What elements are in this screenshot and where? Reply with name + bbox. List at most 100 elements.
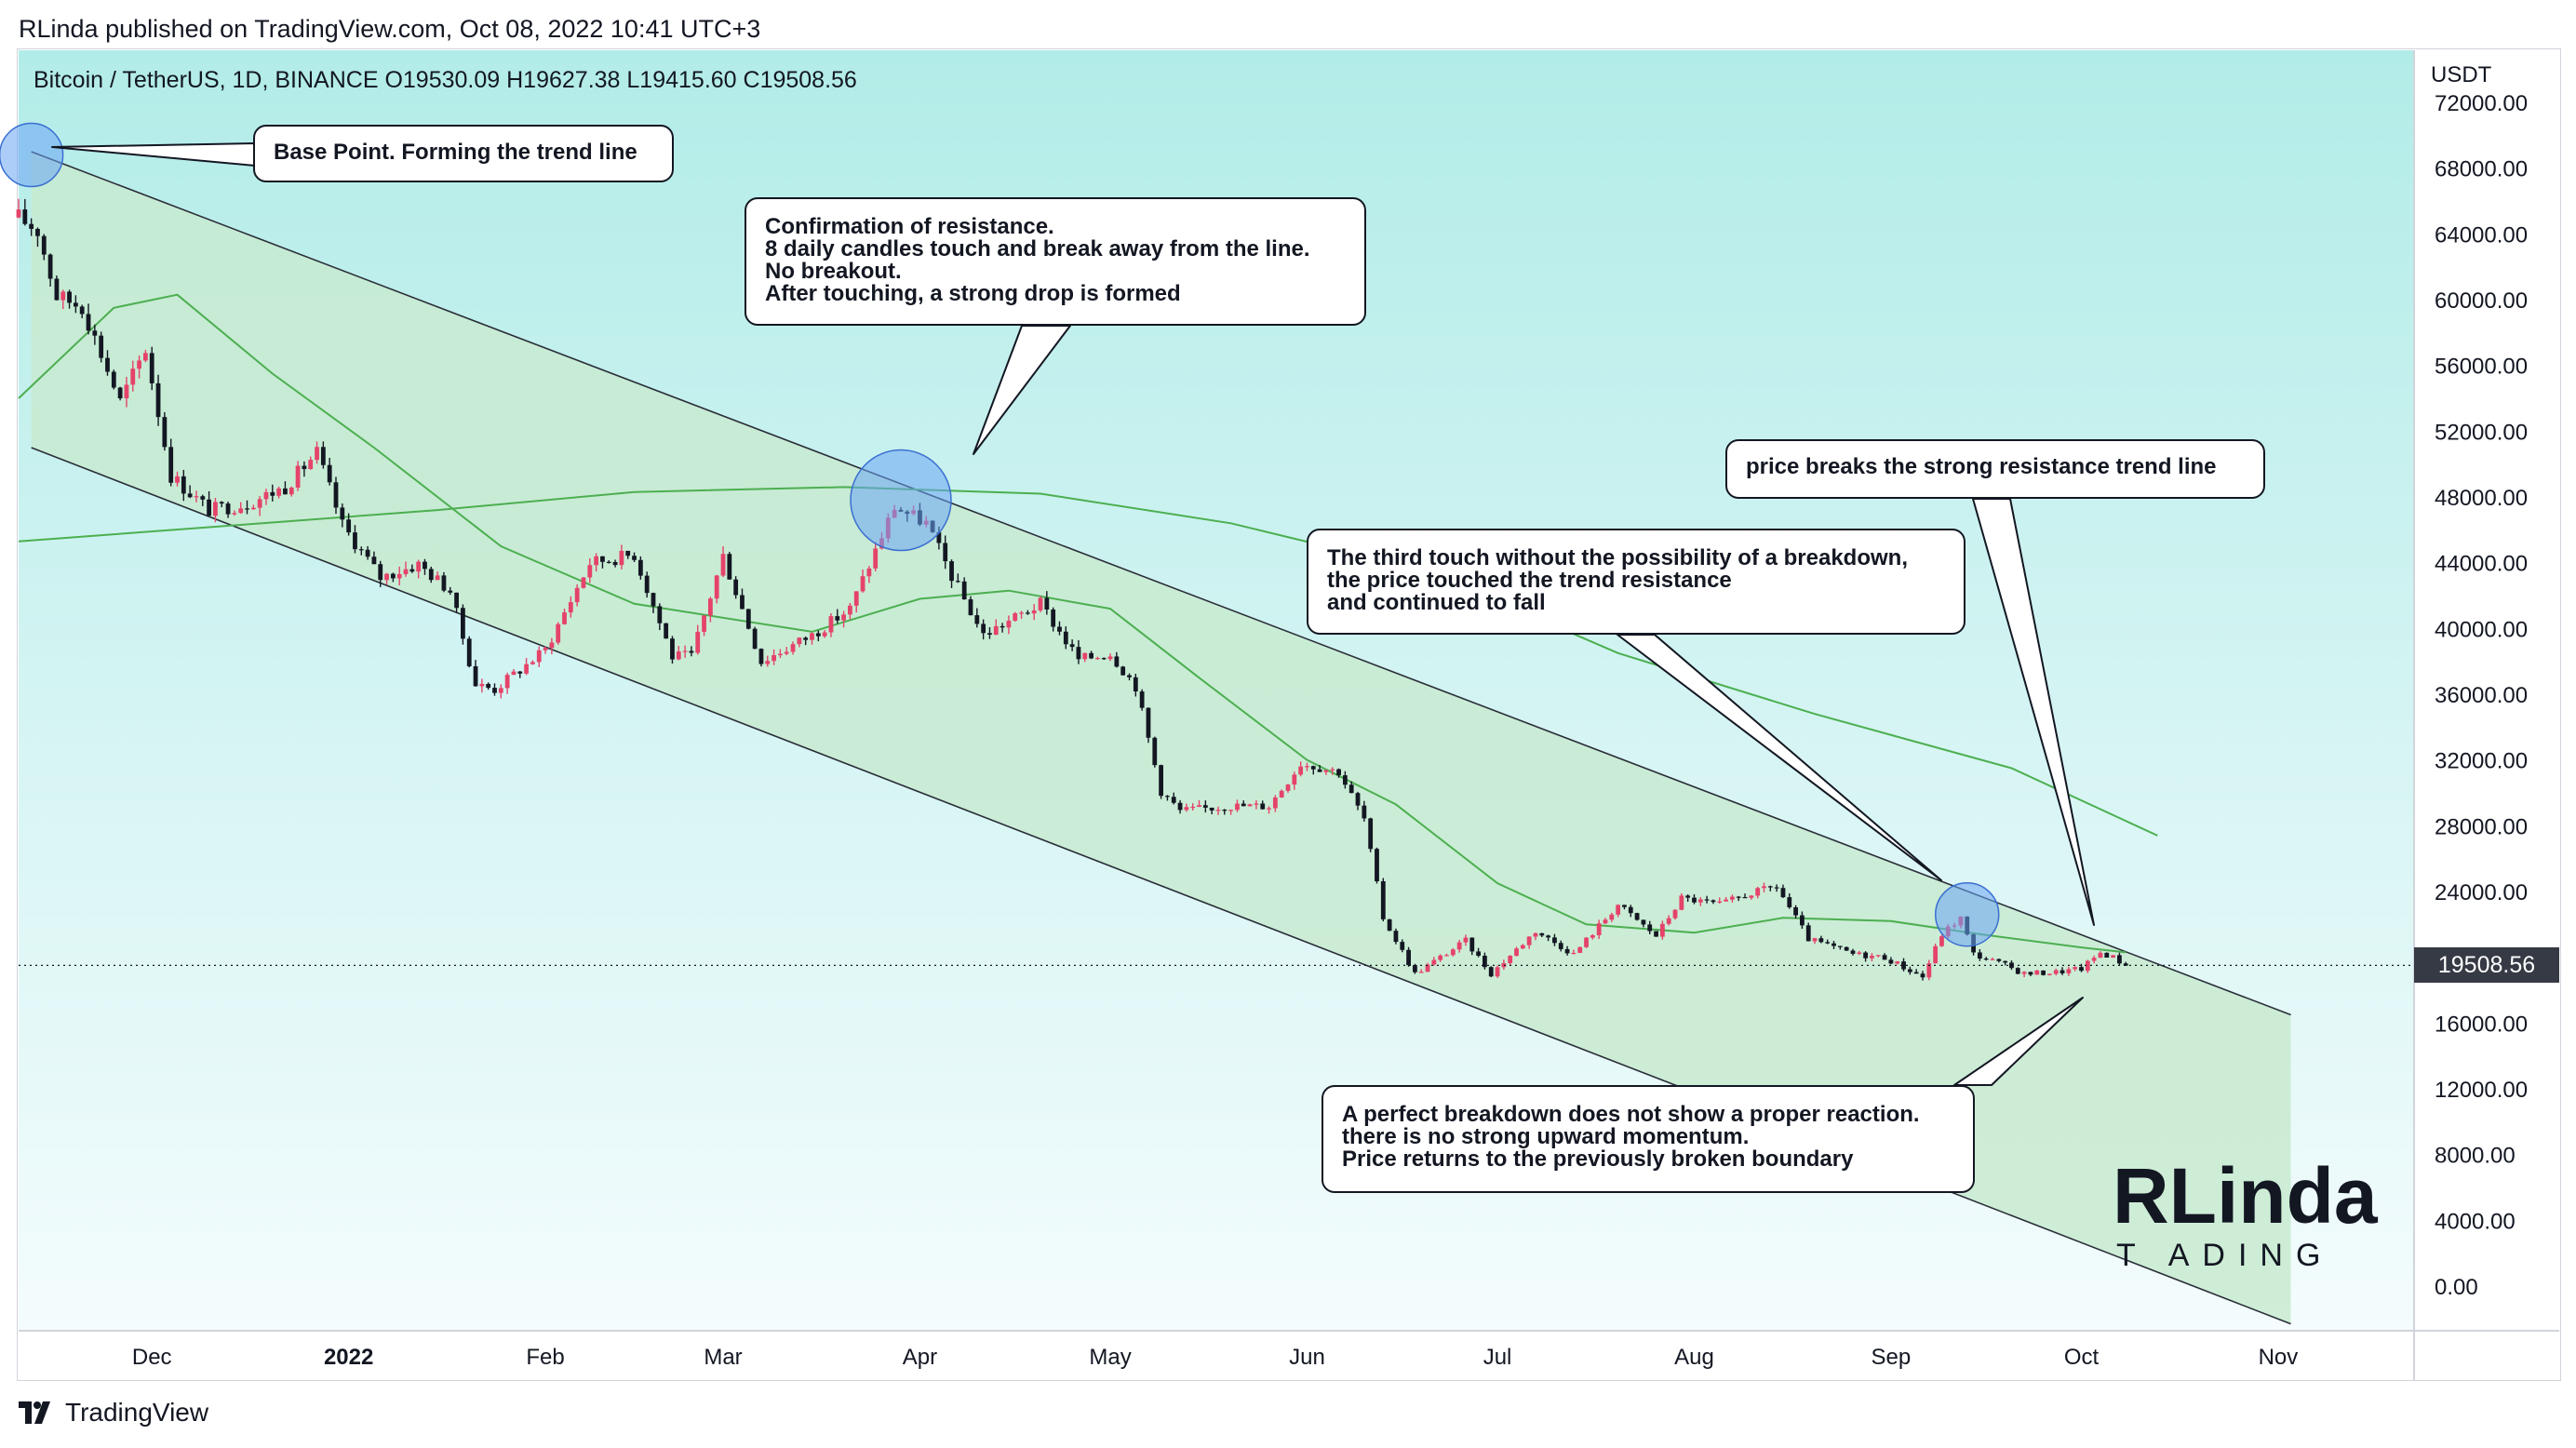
candle-body: [2034, 970, 2040, 975]
candle-body: [1539, 932, 1545, 936]
candle-body: [1749, 895, 1754, 898]
candle-body: [423, 561, 427, 570]
y-tick-label: 60000.00: [2435, 288, 2528, 314]
candle-body: [765, 661, 771, 664]
y-tick-label: 8000.00: [2435, 1144, 2516, 1169]
candle-body: [784, 651, 789, 654]
candle-body: [1298, 766, 1304, 775]
candle-body: [1342, 775, 1348, 785]
candle-body: [822, 632, 827, 637]
candle-body: [207, 499, 211, 516]
candle-body: [441, 575, 447, 591]
candle-body: [1634, 913, 1640, 920]
callout-tail: [1617, 634, 1942, 881]
candle-body: [1133, 677, 1138, 692]
channel-upper-line: [31, 151, 2291, 1016]
candle-body: [1215, 810, 1221, 811]
candle-body: [124, 384, 129, 399]
callout-tail: [973, 325, 1071, 455]
candle-body: [1837, 945, 1843, 947]
candle-body: [105, 357, 110, 372]
candle-body: [371, 556, 377, 565]
candle-body: [1019, 612, 1024, 614]
candle-body: [1057, 626, 1062, 632]
candle-body: [936, 531, 942, 543]
candle-body: [1697, 899, 1703, 903]
x-tick-label: Sep: [1872, 1345, 1912, 1370]
candle-body: [461, 608, 465, 639]
candle-body: [981, 623, 986, 634]
candle-body: [1780, 888, 1786, 898]
candle-body: [778, 653, 783, 656]
candle-body: [1571, 952, 1576, 955]
x-tick-label: Oct: [2064, 1345, 2100, 1370]
candle-body: [416, 561, 422, 572]
candle-body: [270, 491, 275, 496]
candle-body: [2053, 970, 2059, 974]
candle-body: [587, 565, 593, 578]
candle-body: [676, 651, 681, 660]
highlight-circle: [0, 122, 64, 188]
candle-body: [1692, 897, 1697, 903]
candle-body: [1990, 959, 1995, 960]
candle-body: [943, 543, 948, 562]
candle-body: [1933, 945, 1939, 964]
candle-body: [637, 559, 643, 576]
candle-body: [1793, 906, 1798, 916]
y-axis-title: USDT: [2431, 62, 2492, 87]
rlinda-logo-sub: T ADING: [2116, 1238, 2333, 1273]
candle-body: [1685, 895, 1691, 898]
candle-body: [2104, 952, 2110, 959]
candle-body: [803, 637, 809, 640]
candle-body: [435, 575, 440, 581]
candle-body: [35, 228, 40, 236]
candle-body: [695, 631, 701, 653]
callout-tail: [1953, 997, 2084, 1086]
candle-body: [22, 209, 28, 224]
candle-body: [1254, 803, 1259, 805]
candle-body: [1444, 955, 1449, 957]
candle-body: [1044, 597, 1050, 610]
candle-body: [1590, 934, 1595, 938]
candle-body: [1844, 946, 1849, 951]
candle-body: [263, 491, 269, 500]
candle-body: [1742, 897, 1748, 899]
candle-body: [707, 598, 713, 616]
moving-averages: [18, 293, 2158, 954]
x-axis[interactable]: Dec 2022 Feb Mar Apr May Jun Jul Aug Sep Oct Nov: [132, 1345, 2298, 1370]
candle-body: [1031, 610, 1037, 614]
candle-body: [1089, 652, 1093, 659]
candle-body: [1609, 914, 1615, 920]
x-tick-label: Jun: [1289, 1345, 1325, 1370]
tradingview-footer[interactable]: TradingView: [19, 1398, 208, 1428]
y-tick-label: 52000.00: [2435, 420, 2528, 445]
candle-body: [961, 581, 967, 600]
candle-body: [974, 615, 980, 624]
candle-body: [232, 513, 237, 515]
candle-body: [2073, 967, 2078, 970]
candle-body: [1380, 881, 1386, 919]
candle-body: [2015, 968, 2020, 974]
candle-body: [283, 488, 288, 495]
candle-body: [47, 254, 53, 279]
candle-body: [16, 209, 21, 218]
candle-body: [1228, 810, 1234, 811]
current-price-label: 19508.56: [2414, 947, 2559, 983]
candle-body: [1870, 956, 1874, 959]
candle-body: [2085, 960, 2090, 972]
y-axis[interactable]: USDT 72000.00 68000.00 64000.00 60000.00 5600…: [2431, 62, 2528, 1300]
callout-price-breaks: price breaks the strong resistance trend…: [1725, 439, 2265, 499]
candle-body: [866, 568, 872, 577]
y-tick-label: 16000.00: [2435, 1012, 2528, 1037]
candle-body: [353, 532, 357, 550]
candle-body: [1165, 796, 1170, 798]
highlight-circle: [850, 449, 952, 552]
candle-body: [295, 465, 301, 488]
candle-body: [1641, 919, 1646, 925]
ma-line-slow: [18, 486, 2158, 837]
callout-third-touch: The third touch without the possibility …: [1307, 529, 1966, 635]
candle-body: [1514, 948, 1519, 957]
candle-body: [1596, 923, 1602, 935]
candle-body: [1711, 900, 1716, 903]
x-tick-label: Feb: [526, 1345, 564, 1370]
